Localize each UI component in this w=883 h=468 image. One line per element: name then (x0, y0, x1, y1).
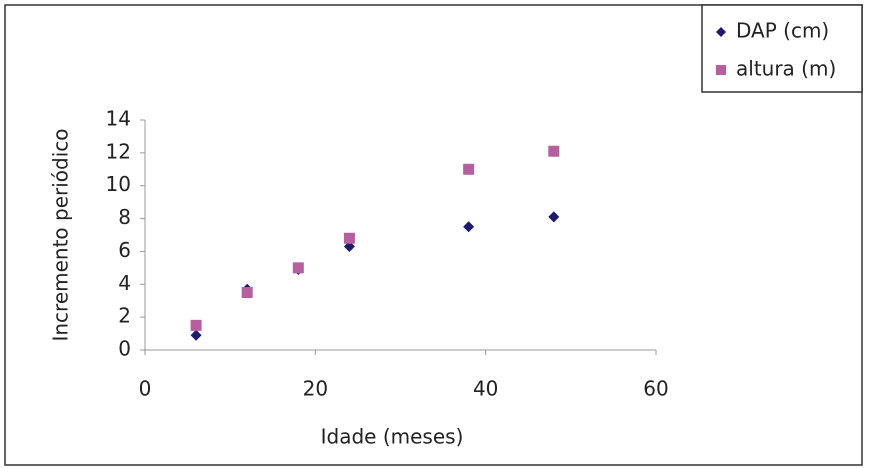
x-tick-label: 40 (473, 377, 498, 401)
marker-diamond (716, 27, 726, 37)
marker-diamond (548, 211, 560, 223)
y-axis-label: Incremento periódico (49, 128, 73, 341)
legend-label: altura (m) (736, 57, 836, 81)
y-tick-label: 12 (106, 139, 131, 163)
marker-diamond (190, 329, 202, 341)
x-tick-label: 60 (643, 377, 668, 401)
marker-square (548, 145, 560, 157)
x-tick-label: 0 (139, 377, 152, 401)
marker-square (190, 319, 202, 331)
marker-square (292, 262, 304, 274)
x-tick-label: 20 (303, 377, 328, 401)
legend-box (701, 4, 863, 93)
legend-label: DAP (cm) (736, 19, 829, 43)
marker-square (463, 163, 475, 175)
y-tick-label: 8 (118, 205, 131, 229)
x-axis-label: Idade (meses) (321, 425, 464, 449)
y-tick-label: 0 (118, 337, 131, 361)
marker-square (343, 232, 355, 244)
marker-square (241, 287, 253, 298)
y-tick-label: 2 (118, 304, 131, 328)
y-tick-label: 10 (106, 172, 131, 196)
y-tick-label: 6 (118, 238, 131, 262)
marker-diamond (463, 221, 475, 233)
y-tick-label: 4 (118, 271, 131, 295)
marker-square (716, 65, 726, 75)
y-tick-label: 14 (106, 107, 131, 131)
